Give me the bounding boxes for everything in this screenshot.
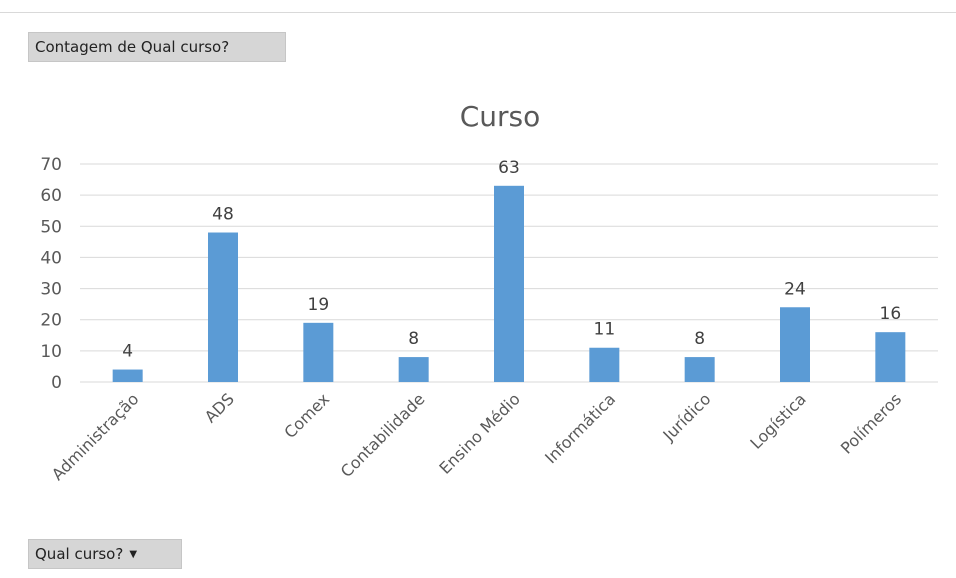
y-tick-label: 0 xyxy=(51,373,62,393)
bar[interactable] xyxy=(303,322,334,382)
x-category-label: Jurídico xyxy=(659,389,715,445)
y-tick-label: 20 xyxy=(40,311,62,331)
axis-field-label: Qual curso? xyxy=(35,545,124,563)
bar[interactable] xyxy=(398,357,429,382)
y-tick-label: 70 xyxy=(40,155,62,175)
bar[interactable] xyxy=(684,357,715,382)
data-label: 11 xyxy=(594,320,616,340)
x-category-label: Contabilidade xyxy=(337,389,429,481)
x-category-label: Administração xyxy=(48,389,143,484)
data-label: 8 xyxy=(408,329,419,349)
dropdown-arrow-icon: ▼ xyxy=(129,548,138,560)
bar[interactable] xyxy=(780,307,810,382)
bar[interactable] xyxy=(208,232,238,382)
y-tick-label: 50 xyxy=(40,217,62,237)
data-label: 4 xyxy=(122,342,133,362)
y-tick-label: 40 xyxy=(40,248,62,268)
data-label: 24 xyxy=(784,279,806,299)
x-axis-categories: Administração ADS Comex Contabilidade Ensino… xyxy=(48,389,905,484)
y-tick-label: 30 xyxy=(40,280,62,300)
x-category-label: Logística xyxy=(746,389,809,452)
bar[interactable] xyxy=(494,185,524,382)
data-label: 19 xyxy=(308,295,330,315)
y-tick-label: 10 xyxy=(40,342,62,362)
x-category-label: Informática xyxy=(541,389,619,467)
bar[interactable] xyxy=(875,332,906,382)
x-category-label: ADS xyxy=(201,389,238,426)
y-axis-ticks: 0 10 20 30 40 50 60 70 xyxy=(40,155,62,393)
y-tick-label: 60 xyxy=(40,186,62,206)
values-field-button[interactable]: Contagem de Qual curso? xyxy=(28,32,286,62)
x-category-label: Ensino Médio xyxy=(435,389,523,477)
data-label: 63 xyxy=(498,158,520,178)
data-label: 16 xyxy=(880,304,902,324)
data-label: 48 xyxy=(212,205,234,225)
bars xyxy=(112,185,906,382)
values-field-label: Contagem de Qual curso? xyxy=(35,38,230,56)
data-label: 8 xyxy=(694,329,705,349)
axis-field-dropdown[interactable]: Qual curso? ▼ xyxy=(28,539,182,569)
chart-title: Curso xyxy=(460,100,541,133)
top-divider xyxy=(0,12,956,13)
x-category-label: Comex xyxy=(280,389,333,442)
bar[interactable] xyxy=(112,369,143,382)
x-category-label: Polímeros xyxy=(837,389,905,457)
bar[interactable] xyxy=(589,347,620,382)
